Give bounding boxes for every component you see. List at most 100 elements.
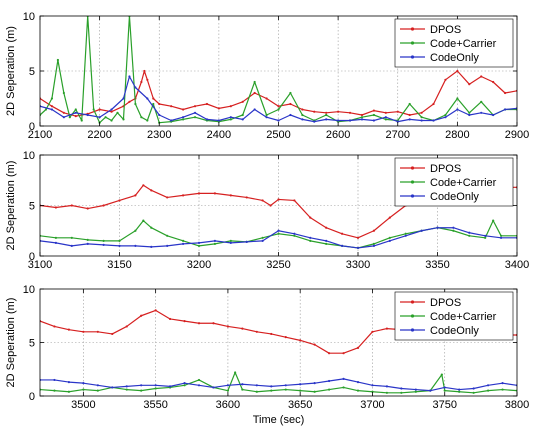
y-tick-label: 0 <box>29 251 35 263</box>
data-point <box>96 330 99 333</box>
x-tick-label: 3700 <box>360 399 384 411</box>
data-point <box>342 377 345 380</box>
data-point <box>356 380 360 384</box>
y-tick-label: 5 <box>29 338 35 350</box>
data-point <box>270 332 273 336</box>
legend-label: Code+Carrier <box>430 38 497 50</box>
data-point <box>168 317 172 321</box>
data-point <box>234 371 237 374</box>
data-point <box>241 327 244 330</box>
data-point <box>313 110 316 113</box>
data-point <box>270 385 273 388</box>
data-point <box>142 184 145 187</box>
data-point <box>341 244 344 247</box>
data-point <box>341 232 344 235</box>
data-point <box>480 75 483 78</box>
data-point <box>98 116 101 119</box>
data-point <box>182 242 185 245</box>
data-point <box>253 108 256 111</box>
legend-label: CodeOnly <box>430 191 479 203</box>
data-point <box>356 389 360 392</box>
legend-marker <box>410 27 415 31</box>
data-point <box>348 111 352 114</box>
data-point <box>197 384 201 387</box>
y-axis-label: 2D Seperation (m) <box>5 26 17 116</box>
x-tick-label: 3400 <box>505 259 529 271</box>
data-point <box>245 196 248 199</box>
data-point <box>452 229 455 232</box>
data-point <box>253 80 256 84</box>
data-point <box>313 343 316 346</box>
data-point <box>226 389 230 392</box>
data-point <box>182 118 185 121</box>
data-point <box>96 389 99 392</box>
data-point <box>500 234 503 237</box>
data-point <box>245 240 248 243</box>
legend-marker <box>410 166 415 170</box>
data-point <box>197 192 201 195</box>
y-tick-label: 0 <box>29 121 35 133</box>
data-point <box>261 236 264 239</box>
data-point <box>82 382 85 385</box>
data-point <box>197 378 201 382</box>
data-point <box>50 108 54 111</box>
data-point <box>327 379 331 383</box>
data-point <box>468 231 471 234</box>
data-point <box>360 116 364 119</box>
data-point <box>70 204 73 207</box>
data-point <box>229 194 232 197</box>
data-point <box>62 111 65 114</box>
data-point <box>265 97 268 100</box>
data-point <box>468 113 471 117</box>
data-point <box>372 109 375 112</box>
data-point <box>371 384 374 387</box>
x-tick-label: 3650 <box>288 399 312 411</box>
data-point <box>140 116 143 119</box>
data-point <box>456 108 459 111</box>
data-point <box>284 388 287 391</box>
legend-label: Code+Carrier <box>430 311 497 323</box>
data-point <box>182 194 185 197</box>
series-Code+Carrier <box>40 16 517 124</box>
data-point <box>80 119 83 122</box>
data-point <box>277 105 280 108</box>
data-point <box>140 80 143 84</box>
data-point <box>432 119 435 122</box>
data-point <box>372 242 375 245</box>
data-point <box>134 86 137 89</box>
data-point <box>384 111 387 114</box>
data-point <box>143 69 146 73</box>
data-point <box>67 328 71 331</box>
data-point <box>408 113 411 117</box>
x-tick-label: 3800 <box>505 399 529 411</box>
data-point <box>193 111 197 114</box>
data-point <box>309 216 312 219</box>
legend-marker <box>410 180 415 184</box>
data-point <box>468 111 471 114</box>
data-point <box>261 239 264 242</box>
data-point <box>182 239 185 242</box>
data-point <box>82 388 85 391</box>
data-point <box>468 234 471 237</box>
data-point <box>299 383 302 386</box>
legend-marker <box>410 41 415 45</box>
data-point <box>134 102 137 106</box>
data-point <box>284 384 287 387</box>
data-point <box>118 199 121 202</box>
y-tick-label: 5 <box>29 201 35 213</box>
data-point <box>74 108 77 111</box>
data-point <box>197 244 201 247</box>
data-point <box>98 108 101 111</box>
x-tick-label: 3600 <box>216 399 240 411</box>
data-point <box>229 105 232 108</box>
data-point <box>444 78 447 81</box>
data-point <box>154 309 157 312</box>
legend-marker <box>410 194 415 198</box>
data-point <box>452 226 455 229</box>
data-point <box>255 330 258 333</box>
data-point <box>265 113 268 117</box>
data-point <box>388 239 391 242</box>
data-point <box>150 245 153 249</box>
data-point <box>289 113 292 117</box>
